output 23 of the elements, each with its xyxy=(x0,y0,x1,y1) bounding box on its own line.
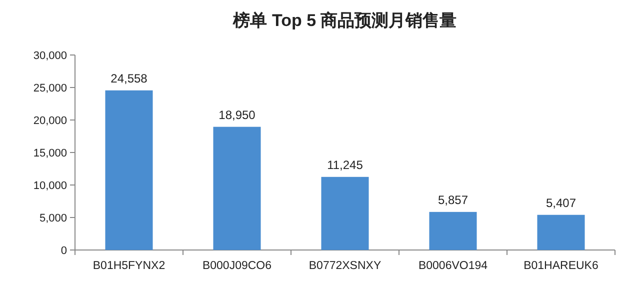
data-label: 24,558 xyxy=(110,71,148,86)
x-tick-label: B01HAREUK6 xyxy=(524,260,598,272)
bar xyxy=(105,90,153,250)
data-label: 11,245 xyxy=(327,158,364,172)
data-label: 18,950 xyxy=(218,108,256,122)
y-tick-label: 25,000 xyxy=(33,82,67,94)
y-tick-label: 20,000 xyxy=(33,115,67,127)
x-tick-label: B0772XSNXY xyxy=(308,260,382,272)
bar xyxy=(321,176,369,250)
x-tick-label: B0006VO194 xyxy=(418,260,488,272)
bar xyxy=(537,214,585,250)
y-tick-label: 10,000 xyxy=(33,180,67,192)
data-label: 5,407 xyxy=(546,196,576,210)
y-tick-label: 5,000 xyxy=(39,212,67,224)
chart-title: 榜单 Top 5 商品预测月销售量 xyxy=(232,11,457,30)
y-tick-label: 15,000 xyxy=(33,148,67,160)
x-tick-label: B01H5FYNX2 xyxy=(92,260,166,272)
y-tick-label: 0 xyxy=(60,245,67,257)
y-tick-label: 30,000 xyxy=(33,50,67,62)
bar xyxy=(429,212,477,250)
x-tick-label: B000J09CO6 xyxy=(202,260,272,272)
data-label: 5,857 xyxy=(438,192,468,207)
bar xyxy=(213,126,261,250)
